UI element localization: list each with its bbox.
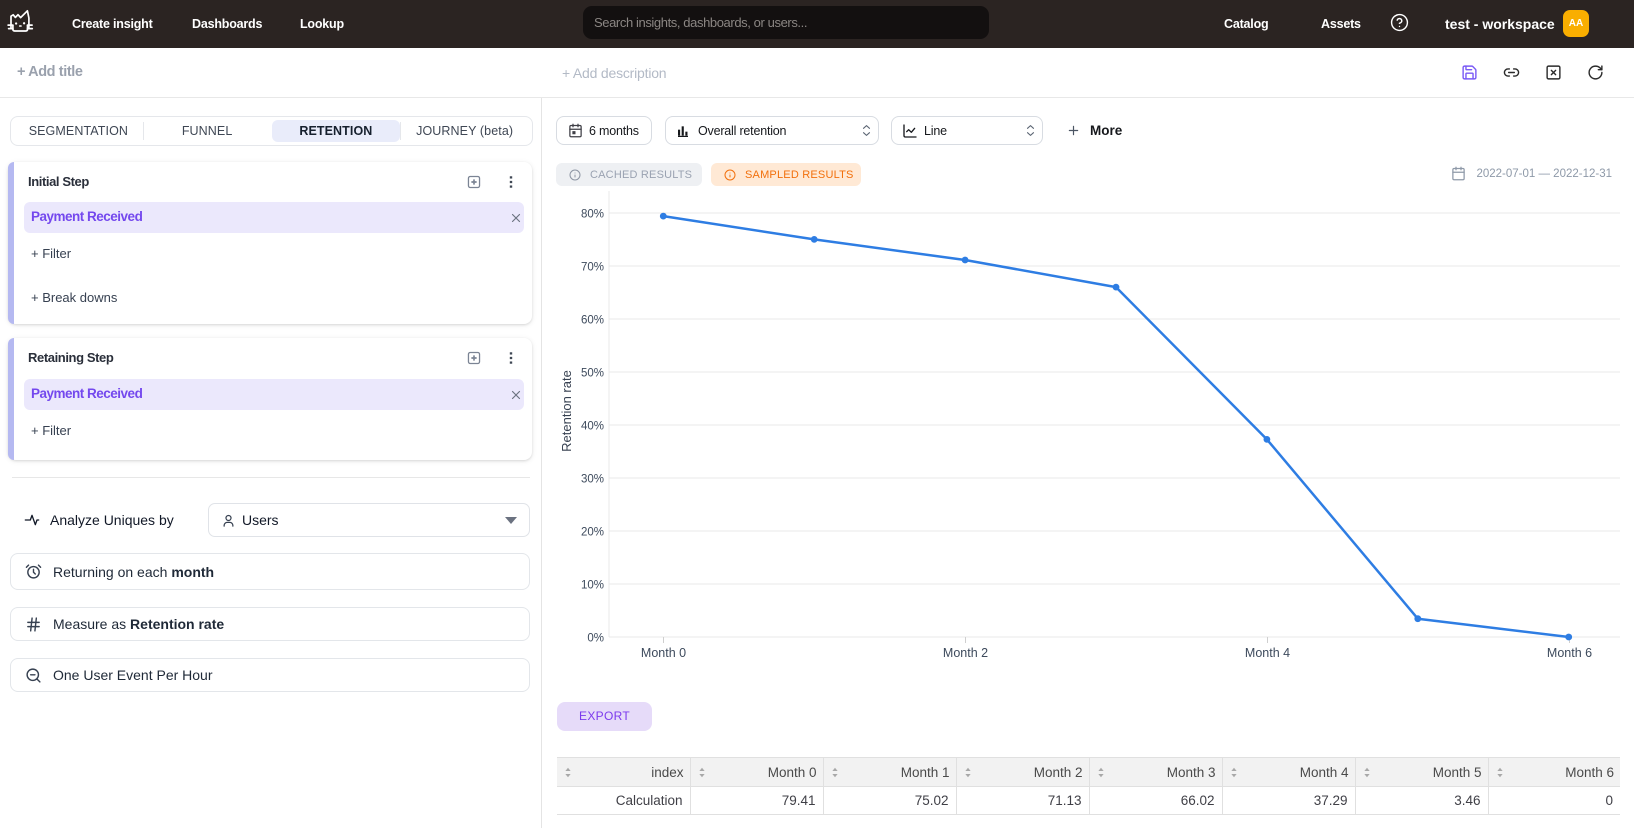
svg-text:Month 2: Month 2 — [943, 646, 988, 660]
svg-text:80%: 80% — [581, 209, 604, 221]
svg-text:60%: 60% — [581, 315, 604, 327]
svg-text:20%: 20% — [581, 527, 604, 539]
svg-text:30%: 30% — [581, 474, 604, 486]
svg-text:0%: 0% — [587, 633, 604, 645]
svg-text:Month 6: Month 6 — [1547, 646, 1592, 660]
svg-text:Month 4: Month 4 — [1245, 646, 1290, 660]
svg-text:Month 0: Month 0 — [641, 646, 686, 660]
svg-text:10%: 10% — [581, 580, 604, 592]
svg-text:40%: 40% — [581, 421, 604, 433]
svg-text:Retention rate: Retention rate — [559, 370, 574, 452]
svg-text:70%: 70% — [581, 262, 604, 274]
svg-text:50%: 50% — [581, 368, 604, 380]
